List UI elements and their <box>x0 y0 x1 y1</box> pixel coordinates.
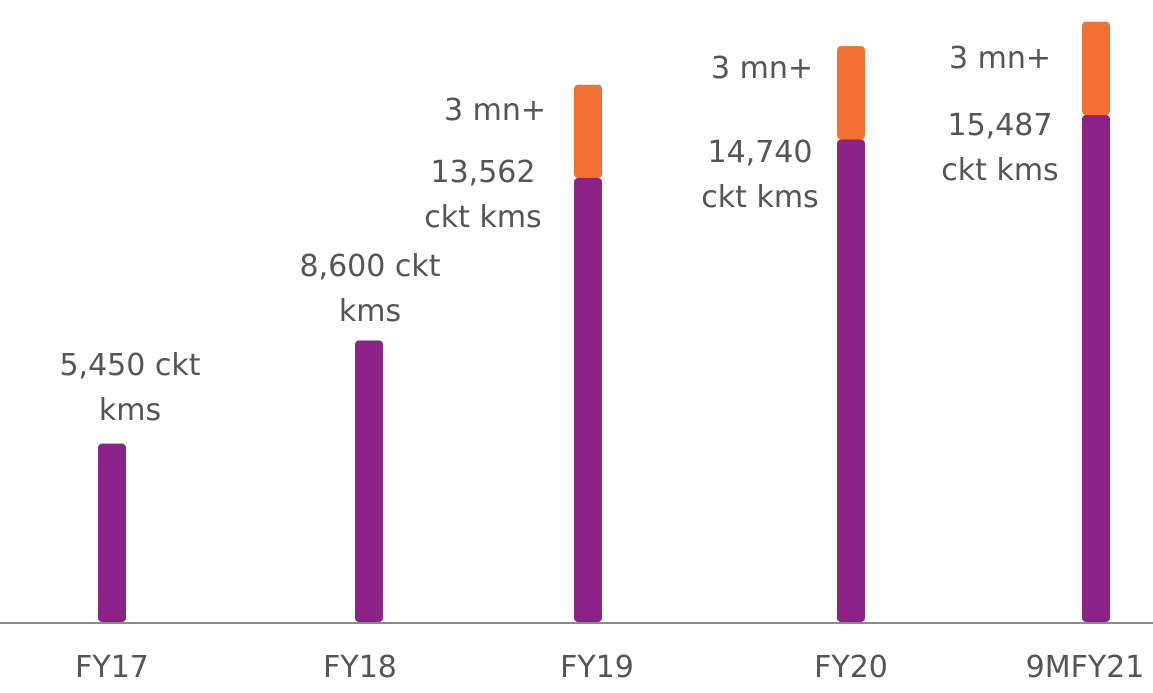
x-tick-label: FY17 <box>75 650 149 685</box>
data-label: 8,600 ckt kms <box>299 249 441 329</box>
data-label: 3 mn+ <box>444 93 546 128</box>
bar-segment <box>1082 115 1110 623</box>
x-tick-label: FY18 <box>323 650 397 685</box>
bar-segment <box>837 139 865 622</box>
data-label: 14,740 ckt kms <box>701 135 819 215</box>
data-label: 3 mn+ <box>949 41 1051 76</box>
data-label: 3 mn+ <box>711 51 813 86</box>
bar-segment <box>355 340 383 622</box>
x-tick-label: FY19 <box>560 650 634 685</box>
bar-segment <box>98 443 126 622</box>
data-label: 5,450 ckt kms <box>59 348 201 428</box>
bar-segment <box>574 178 602 622</box>
data-label: 15,487 ckt kms <box>941 108 1059 188</box>
bar-segment <box>837 46 865 140</box>
bar-segment <box>1082 21 1110 116</box>
x-tick-label: FY20 <box>814 650 888 685</box>
bar-segment <box>574 84 602 179</box>
x-tick-label: 9MFY21 <box>1025 650 1145 685</box>
data-label: 13,562 ckt kms <box>424 155 542 235</box>
